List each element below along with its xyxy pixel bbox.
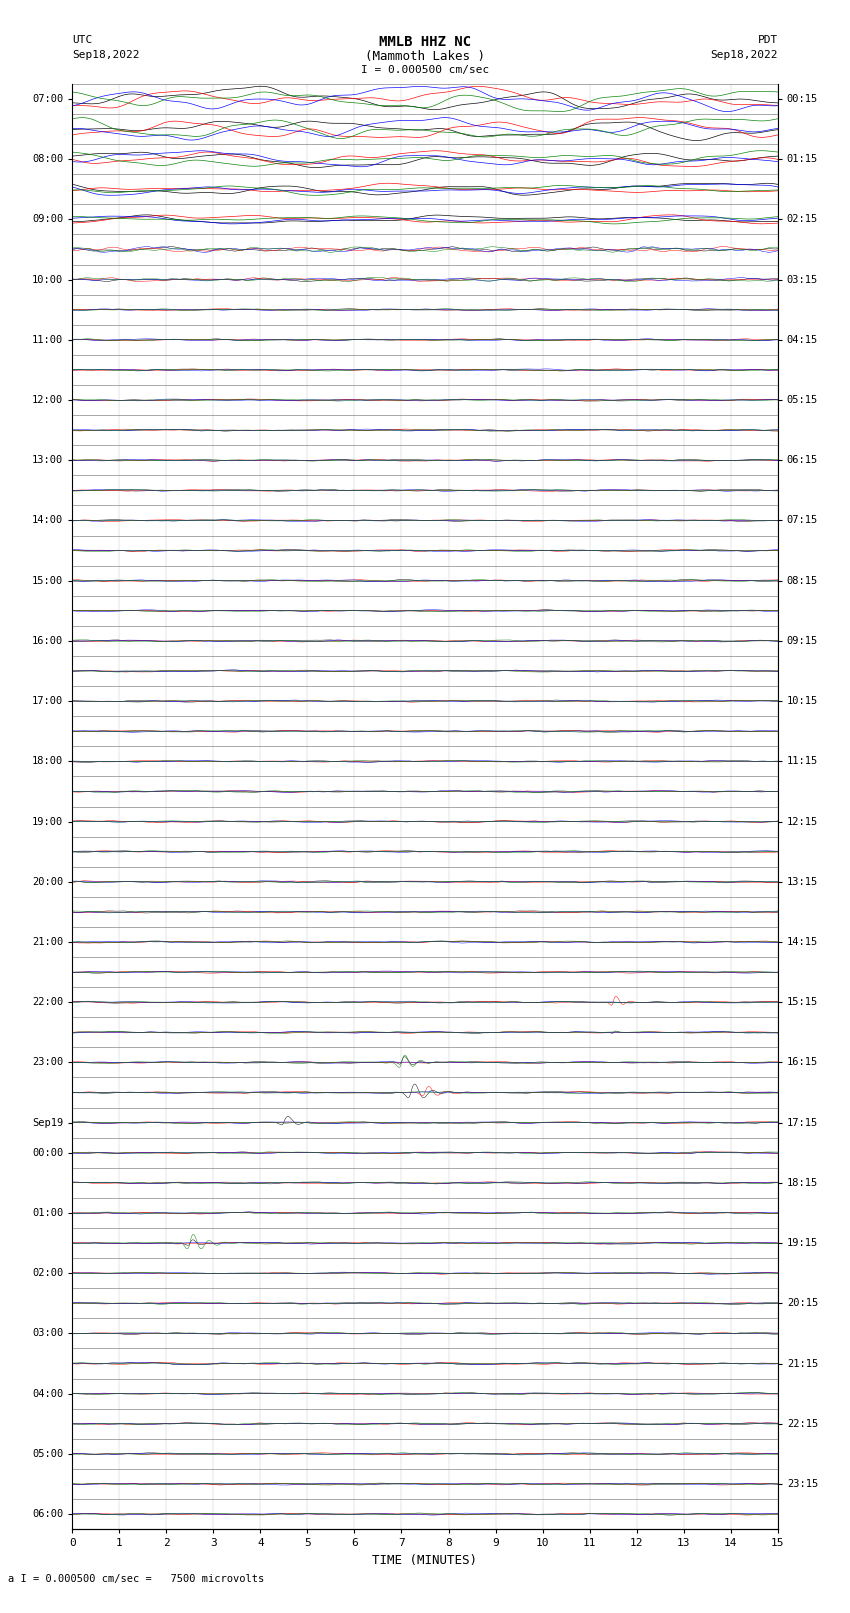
Text: Sep18,2022: Sep18,2022 xyxy=(711,50,778,60)
Text: UTC: UTC xyxy=(72,35,93,45)
Text: a I = 0.000500 cm/sec =   7500 microvolts: a I = 0.000500 cm/sec = 7500 microvolts xyxy=(8,1574,264,1584)
Text: PDT: PDT xyxy=(757,35,778,45)
Text: Sep18,2022: Sep18,2022 xyxy=(72,50,139,60)
Text: MMLB HHZ NC: MMLB HHZ NC xyxy=(379,35,471,50)
Text: (Mammoth Lakes ): (Mammoth Lakes ) xyxy=(365,50,485,63)
Text: I = 0.000500 cm/sec: I = 0.000500 cm/sec xyxy=(361,65,489,74)
X-axis label: TIME (MINUTES): TIME (MINUTES) xyxy=(372,1553,478,1566)
